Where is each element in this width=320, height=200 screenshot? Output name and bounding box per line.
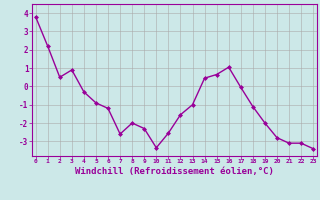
X-axis label: Windchill (Refroidissement éolien,°C): Windchill (Refroidissement éolien,°C) (75, 167, 274, 176)
